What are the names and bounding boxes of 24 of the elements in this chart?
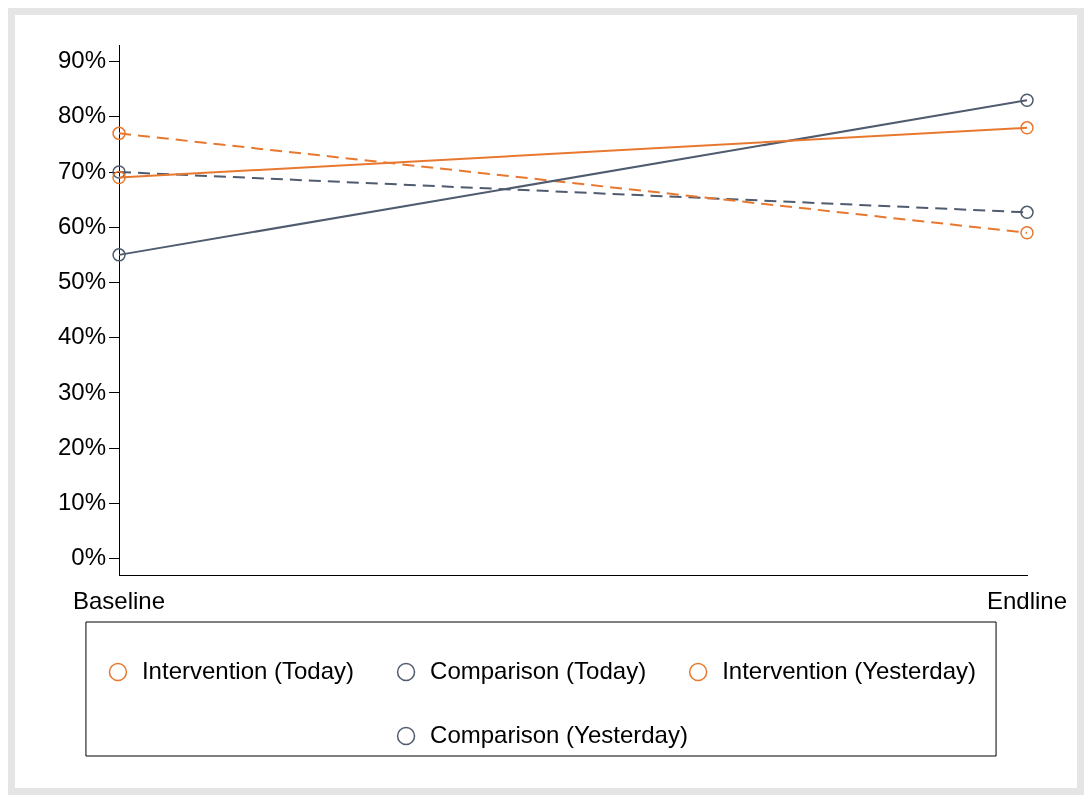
y-tick-label: 40% (57, 322, 107, 350)
point (1020, 226, 1034, 240)
x-tick-label: Baseline (73, 587, 166, 615)
y-tick-label: 50% (57, 267, 107, 295)
x-tick-label: Endline (986, 587, 1068, 615)
y-tick-label: 20% (57, 432, 107, 460)
y-tick-label: 0% (71, 543, 107, 571)
point (112, 248, 126, 262)
y-tick-label: 90% (57, 46, 107, 74)
point (1020, 93, 1034, 107)
point (112, 170, 126, 185)
y-tick-label: 30% (57, 377, 107, 405)
legend-label: Comparison (Today) (430, 656, 647, 684)
legend-label: Intervention (Yesterday) (722, 656, 977, 684)
point (112, 126, 126, 141)
legend-label: Comparison (Yesterday) (430, 720, 688, 748)
point (1020, 121, 1034, 135)
point (112, 165, 126, 179)
point (1020, 205, 1034, 220)
y-tick-label: 10% (57, 488, 107, 516)
y-tick-label: 60% (57, 211, 107, 239)
y-tick-label: 70% (57, 156, 107, 184)
y-tick-label: 80% (57, 101, 107, 129)
legend-label: Intervention (Today) (141, 656, 355, 684)
